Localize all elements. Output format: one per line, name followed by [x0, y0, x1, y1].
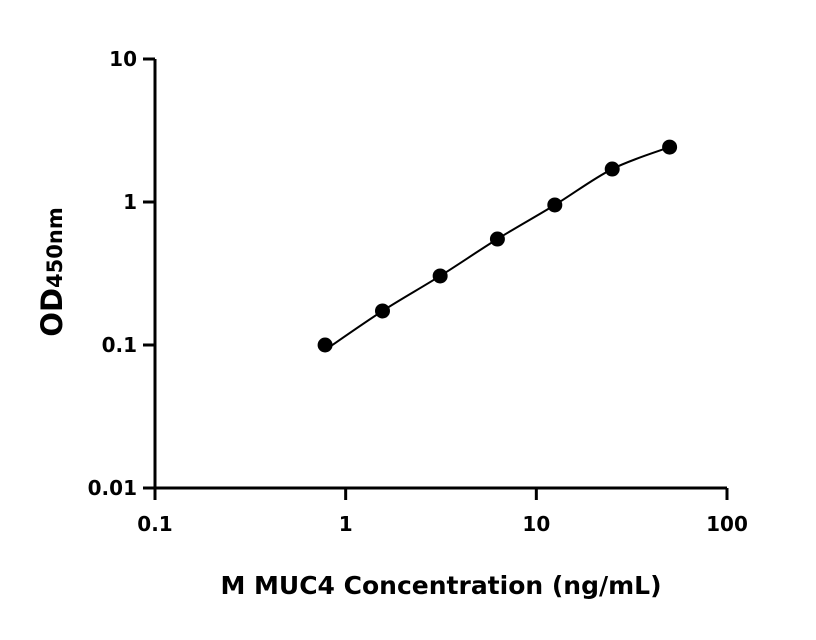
data-point	[604, 161, 620, 177]
y-axis-label: OD450nm	[35, 207, 69, 336]
data-point	[489, 231, 505, 247]
x-tick-label: 0.1	[137, 512, 172, 536]
fit-curve	[324, 146, 670, 351]
y-tick-label: 10	[109, 47, 137, 71]
y-tick-label: 1	[123, 190, 137, 214]
y-axis-label-subscript: 450nm	[43, 207, 67, 288]
data-point	[547, 197, 563, 213]
x-tick-label: 10	[522, 512, 550, 536]
x-tick-label: 1	[339, 512, 353, 536]
x-axis-label: M MUC4 Concentration (ng/mL)	[220, 571, 661, 600]
data-point	[317, 337, 333, 353]
data-point	[432, 268, 448, 284]
y-tick-label: 0.01	[88, 476, 137, 500]
x-tick-label: 100	[706, 512, 748, 536]
data-point	[662, 139, 678, 155]
y-tick-label: 0.1	[102, 333, 137, 357]
data-point	[374, 303, 390, 319]
y-axis-label-main: OD	[35, 288, 69, 337]
